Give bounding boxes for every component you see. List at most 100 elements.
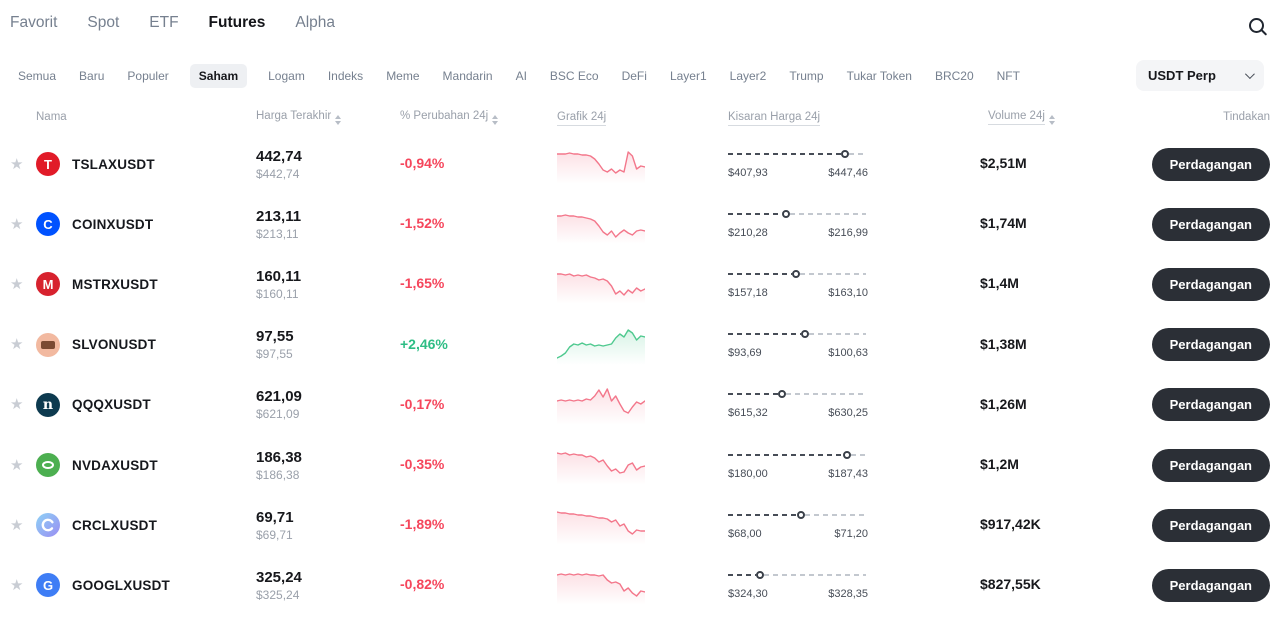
header-perubahan[interactable]: % Perubahan 24j [400,110,550,125]
favorite-star-icon[interactable]: ★ [10,275,24,293]
price-range-indicator: $210,28 $216,99 [720,209,872,239]
trade-button[interactable]: Perdagangan [1151,328,1270,362]
last-price: 69,71 [256,508,294,526]
filter-meme[interactable]: Meme [384,64,421,88]
tesla-logo: T [36,152,60,177]
filter-chip-label: AI [515,69,527,83]
filter-chip-label: Tukar Token [846,69,912,83]
market-row-googlxusdt: ★ G GOOGLXUSDT 325,24 $325,24 -0,82% $32… [0,555,1280,615]
volume-24h: $827,55K [980,576,1041,593]
market-row-qqqxusdt: ★ n QQQXUSDT 621,09 $621,09 -0,17% $615,… [0,375,1280,435]
range-low: $68,00 [728,527,762,540]
favorite-star-icon[interactable]: ★ [10,396,24,414]
range-high: $187,43 [828,467,868,480]
range-track [728,450,866,459]
favorite-star-icon[interactable]: ★ [10,456,24,474]
filter-mandarin[interactable]: Mandarin [441,64,495,88]
quote-type-select[interactable]: USDT Perp [1136,60,1264,91]
nav-tab-futures[interactable]: Futures [209,14,266,38]
trade-button[interactable]: Perdagangan [1151,568,1270,602]
filter-chip-label: Populer [127,69,169,83]
favorite-star-icon[interactable]: ★ [10,576,24,594]
filter-populer[interactable]: Populer [125,64,170,88]
sparkline-chart [557,151,645,185]
change-24h: -0,94% [400,155,445,172]
filter-tukar-token[interactable]: Tukar Token [845,64,914,88]
range-track [728,269,866,278]
range-marker-icon [755,570,764,579]
favorite-star-icon[interactable]: ★ [10,336,24,354]
header-tindakan: Tindakan [1223,111,1270,123]
pair-symbol: COINXUSDT [72,216,154,232]
range-low: $157,18 [728,286,768,299]
header-kisaran: Kisaran Harga 24j [720,111,880,126]
range-track [728,330,866,339]
pair-symbol: QQQXUSDT [72,397,151,413]
trade-button[interactable]: Perdagangan [1151,508,1270,542]
last-price-usd: $621,09 [256,407,300,422]
quote-type-value: USDT Perp [1148,68,1216,83]
nav-tab-label: Futures [208,14,266,31]
filter-bsc-eco[interactable]: BSC Eco [548,64,601,88]
sort-icon[interactable] [335,114,342,125]
filter-indeks[interactable]: Indeks [326,64,365,88]
last-price: 325,24 [256,568,302,586]
volume-24h: $1,38M [980,335,1027,352]
market-row-crclxusdt: ★ CRCLXUSDT 69,71 $69,71 -1,89% $68,00 $… [0,495,1280,555]
sparkline-chart [557,273,645,305]
price-range-indicator: $157,18 $163,10 [720,269,872,299]
filter-layer1[interactable]: Layer1 [668,64,709,88]
last-price-usd: $97,55 [256,347,293,362]
sort-icon[interactable] [1048,114,1055,125]
sparkline-chart [557,388,645,425]
header-perubahan-label: % Perubahan 24j [400,109,489,122]
trade-button[interactable]: Perdagangan [1151,147,1270,181]
filter-semua[interactable]: Semua [16,64,58,88]
trade-button[interactable]: Perdagangan [1151,267,1270,301]
filter-brc20[interactable]: BRC20 [933,64,976,88]
favorite-star-icon[interactable]: ★ [10,516,24,534]
filter-layer2[interactable]: Layer2 [728,64,769,88]
header-harga-label: Harga Terakhir [256,109,332,122]
change-24h: -0,82% [400,576,445,593]
filter-chip-label: NFT [996,69,1020,83]
last-price-usd: $442,74 [256,166,300,181]
header-harga-terakhir[interactable]: Harga Terakhir [256,110,400,125]
nav-tab-favorit[interactable]: Favorit [10,14,57,38]
circle-logo [36,513,60,538]
filter-defi[interactable]: DeFi [620,64,649,88]
range-high: $328,35 [828,587,868,600]
pair-symbol: NVDAXUSDT [72,457,158,473]
search-icon[interactable] [1249,18,1264,33]
change-24h: -0,35% [400,456,445,473]
header-volume[interactable]: Volume 24j [988,109,1138,125]
sort-icon[interactable] [492,114,499,125]
price-range-indicator: $407,93 $447,46 [720,149,872,179]
nav-tab-alpha[interactable]: Alpha [295,14,335,38]
market-row-coinxusdt: ★ C COINXUSDT 213,11 $213,11 -1,52% $210… [0,194,1280,254]
nav-tab-spot[interactable]: Spot [87,14,119,38]
filter-chip-label: Semua [18,69,57,83]
favorite-star-icon[interactable]: ★ [10,155,24,173]
volume-24h: $2,51M [980,155,1027,172]
filter-baru[interactable]: Baru [77,64,106,88]
filter-chip-label: BSC Eco [549,69,599,83]
trade-button[interactable]: Perdagangan [1151,207,1270,241]
range-marker-icon [797,510,806,519]
market-row-nvdaxusdt: ★ NVDAXUSDT 186,38 $186,38 -0,35% $180,0… [0,435,1280,495]
trade-button[interactable]: Perdagangan [1151,388,1270,422]
nasdaq-logo: n [36,392,60,417]
trade-button[interactable]: Perdagangan [1151,448,1270,482]
filter-nft[interactable]: NFT [995,64,1022,88]
range-low: $615,32 [728,407,768,420]
filter-trump[interactable]: Trump [787,64,825,88]
price-range-indicator: $93,69 $100,63 [720,330,872,359]
filter-saham[interactable]: Saham [189,64,248,88]
filter-ai[interactable]: AI [514,64,529,88]
last-price: 442,74 [256,147,302,165]
nav-tab-etf[interactable]: ETF [149,14,178,38]
range-marker-icon [801,330,810,339]
range-track [728,570,866,579]
favorite-star-icon[interactable]: ★ [10,215,24,233]
filter-logam[interactable]: Logam [266,64,307,88]
